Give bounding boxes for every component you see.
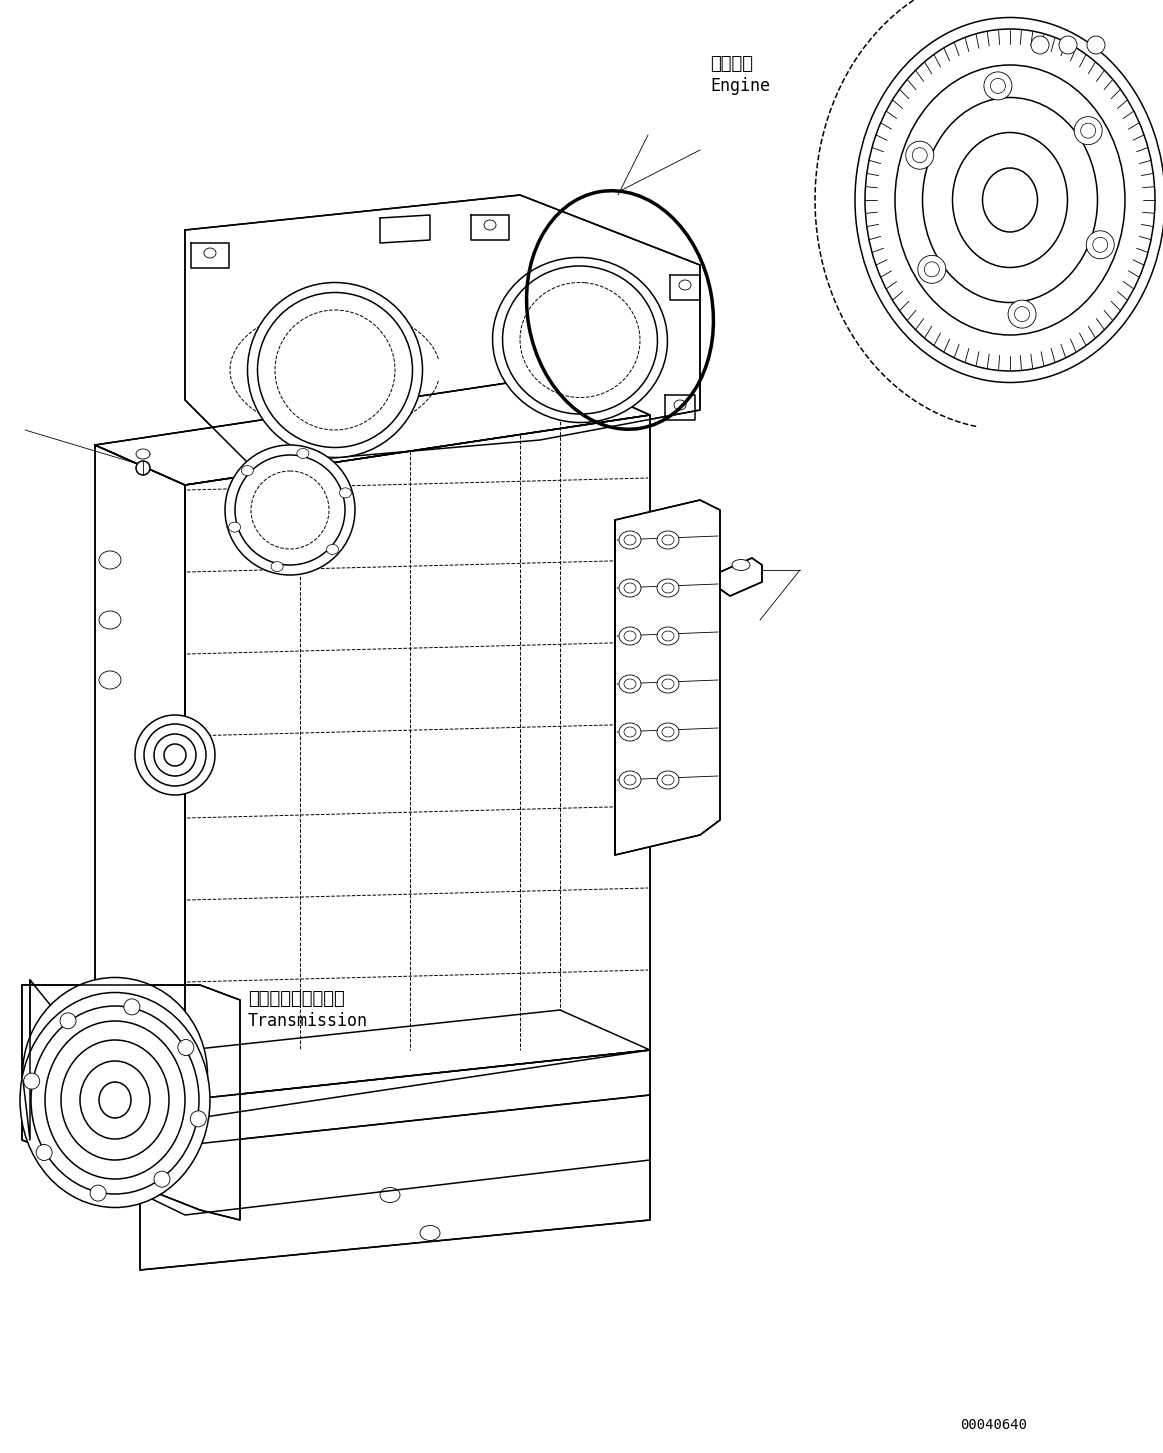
Ellipse shape — [99, 612, 121, 629]
Ellipse shape — [135, 715, 215, 795]
Ellipse shape — [340, 488, 351, 498]
Ellipse shape — [1059, 36, 1077, 54]
Ellipse shape — [657, 530, 679, 549]
Ellipse shape — [99, 671, 121, 689]
Ellipse shape — [60, 1013, 76, 1029]
Ellipse shape — [178, 1039, 194, 1055]
Ellipse shape — [619, 530, 641, 549]
Ellipse shape — [918, 256, 946, 283]
Ellipse shape — [619, 676, 641, 693]
Ellipse shape — [271, 561, 283, 571]
Ellipse shape — [657, 578, 679, 597]
Polygon shape — [185, 195, 700, 465]
Polygon shape — [30, 979, 650, 1215]
Ellipse shape — [327, 545, 338, 555]
Ellipse shape — [619, 724, 641, 741]
Ellipse shape — [99, 551, 121, 570]
Ellipse shape — [229, 522, 241, 532]
Ellipse shape — [1008, 301, 1036, 328]
Ellipse shape — [619, 772, 641, 789]
Ellipse shape — [732, 559, 750, 571]
Text: エンジン: エンジン — [709, 55, 752, 73]
Polygon shape — [615, 500, 720, 854]
Ellipse shape — [619, 578, 641, 597]
Ellipse shape — [297, 449, 309, 459]
Ellipse shape — [657, 772, 679, 789]
Ellipse shape — [619, 628, 641, 645]
Ellipse shape — [36, 1145, 52, 1161]
Polygon shape — [140, 1096, 650, 1270]
Text: Engine: Engine — [709, 77, 770, 94]
Ellipse shape — [224, 445, 355, 575]
Text: Transmission: Transmission — [248, 1011, 368, 1030]
Polygon shape — [185, 416, 650, 1120]
Ellipse shape — [1087, 36, 1105, 54]
Ellipse shape — [20, 992, 211, 1207]
Ellipse shape — [657, 724, 679, 741]
Ellipse shape — [657, 676, 679, 693]
Polygon shape — [720, 558, 762, 596]
Ellipse shape — [1032, 36, 1049, 54]
Text: 00040640: 00040640 — [959, 1418, 1027, 1433]
Ellipse shape — [136, 461, 150, 475]
Polygon shape — [95, 375, 650, 485]
Ellipse shape — [855, 17, 1163, 382]
Ellipse shape — [242, 465, 254, 475]
Ellipse shape — [1075, 116, 1103, 145]
Ellipse shape — [23, 1074, 40, 1090]
Ellipse shape — [191, 1112, 206, 1128]
Ellipse shape — [984, 71, 1012, 100]
Ellipse shape — [493, 257, 668, 423]
Ellipse shape — [154, 1171, 170, 1187]
Ellipse shape — [22, 978, 207, 1173]
Polygon shape — [22, 985, 240, 1221]
Ellipse shape — [124, 998, 140, 1014]
Ellipse shape — [248, 282, 422, 458]
Ellipse shape — [90, 1186, 106, 1202]
Ellipse shape — [906, 141, 934, 169]
Polygon shape — [95, 445, 185, 1100]
Text: トランスミッション: トランスミッション — [248, 989, 344, 1008]
Ellipse shape — [1086, 231, 1114, 259]
Ellipse shape — [657, 628, 679, 645]
